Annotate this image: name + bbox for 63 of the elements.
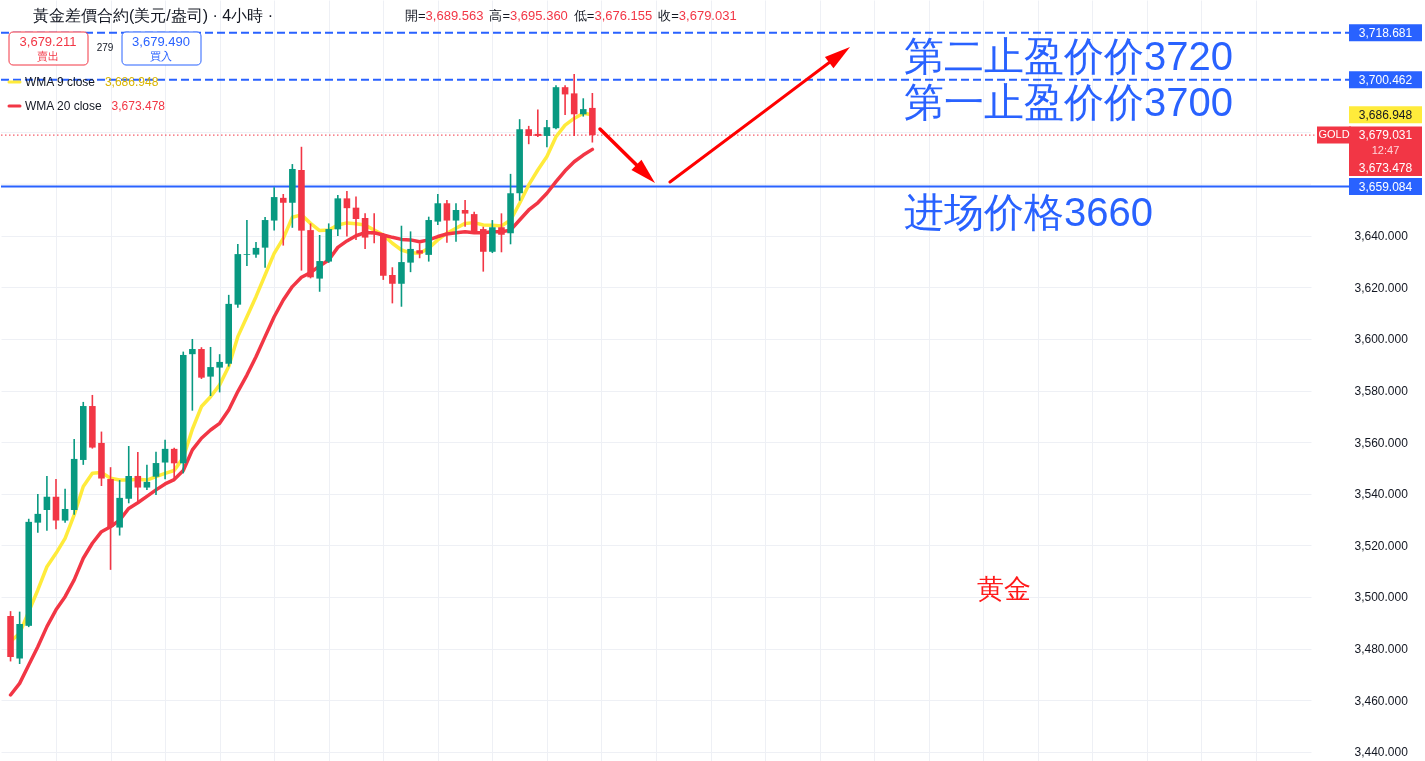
candlestick [316,234,323,293]
candlestick [207,346,214,397]
candlestick [152,450,160,496]
candlestick [443,199,451,244]
candlestick [343,190,351,238]
y-tick-label: 3,560.000 [1354,435,1409,450]
y-tick-label: 3,520.000 [1354,538,1409,553]
ref-line-label: 3,700.462 [1358,72,1413,87]
candlestick [134,451,142,504]
candlestick [461,199,469,228]
candlestick [361,212,369,250]
y-tick-label: 3,540.000 [1354,487,1409,502]
annotation: 第一止盈价价3700 [904,79,1233,124]
text: 3,673.478 [1358,160,1413,175]
ref-line-label: 3,718.681 [1358,25,1413,40]
text: 3,686.948 [1358,107,1413,122]
candlestick [34,493,42,534]
candlestick [52,478,60,531]
annotation: 第二止盈价价3720 [904,34,1233,78]
candlestick [161,439,169,481]
candlestick [143,464,151,491]
y-tick-label: 3,580.000 [1354,384,1409,399]
y-tick-label: 3,480.000 [1354,642,1409,657]
ref-line-label: 3,679.031 [1358,128,1413,143]
candlestick [579,97,587,118]
line-series [8,147,595,697]
y-tick-label: 3,460.000 [1354,693,1409,708]
text: 12:47 [1371,144,1400,156]
y-tick-label: 3,600.000 [1354,332,1409,347]
chart-title: 黃金差價合約(美元/盎司) · 4小時 · [33,7,273,24]
annotation: 279 [96,42,114,53]
annotation: 3,679.490 [132,34,190,49]
candlestick [279,193,287,247]
candlestick [407,230,414,273]
candlestick [389,266,396,305]
candlestick [570,73,578,137]
annotation: 賣出 [37,50,59,62]
candlestick [543,119,551,149]
ref-line-label: 3,659.084 [1358,179,1413,194]
y-tick-label: 3,620.000 [1354,280,1409,295]
candlestick [479,225,487,273]
candlestick [61,488,69,524]
candlestick [43,475,51,532]
candlestick [452,202,460,243]
candlestick [270,186,278,232]
legend-label: WMA 20 close [25,99,103,113]
candlestick [189,338,196,412]
text: 開=3,689.563 高=3,695.360 低=3,676.155 收=3,679.031 [405,8,737,23]
y-tick-label: 3,440.000 [1354,745,1409,760]
candlestick [243,219,251,267]
candlestick [498,212,505,254]
candlestick [434,193,442,226]
text: GOLD [1318,128,1350,140]
y-tick-label: 3,640.000 [1354,229,1409,244]
annotation: 3,673.478 [111,99,166,113]
candlestick [125,445,133,505]
annotation: 进场价格3660 [904,189,1153,234]
annotation: 黄金 [977,573,1031,604]
annotation: 買入 [150,50,172,62]
candlestick [398,224,405,308]
y-tick-label: 3,500.000 [1354,590,1409,605]
annotation: 3,679.211 [19,34,77,49]
candlestick [216,353,223,394]
